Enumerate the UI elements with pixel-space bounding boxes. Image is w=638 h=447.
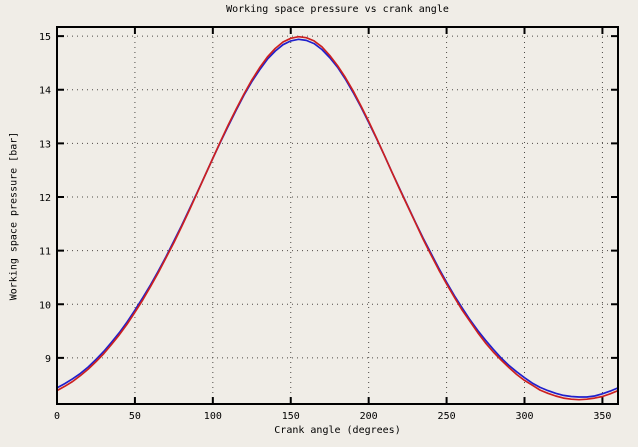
y-tick-label: 14 xyxy=(39,86,51,97)
x-tick-label: 50 xyxy=(129,411,141,422)
blue-curve xyxy=(56,38,619,398)
x-tick-label: 0 xyxy=(54,411,60,422)
x-tick-label: 100 xyxy=(204,411,222,422)
plot-border xyxy=(56,26,619,405)
y-tick-label: 10 xyxy=(39,300,51,311)
chart-title: Working space pressure vs crank angle xyxy=(226,4,449,15)
x-tick-label: 300 xyxy=(515,411,533,422)
x-tick-label: 350 xyxy=(593,411,611,422)
x-axis-label: Crank angle (degrees) xyxy=(274,425,401,436)
x-tick-label: 150 xyxy=(282,411,300,422)
y-tick-label: 13 xyxy=(39,139,51,150)
y-tick-label: 15 xyxy=(39,32,51,43)
y-tick-label: 11 xyxy=(39,247,51,258)
x-tick-label: 250 xyxy=(438,411,456,422)
y-axis-label: Working space pressure [bar] xyxy=(8,131,20,301)
y-tick-label: 12 xyxy=(39,193,51,204)
y-tick-label: 9 xyxy=(45,354,51,365)
red-curve xyxy=(56,35,619,401)
x-tick-label: 200 xyxy=(360,411,378,422)
